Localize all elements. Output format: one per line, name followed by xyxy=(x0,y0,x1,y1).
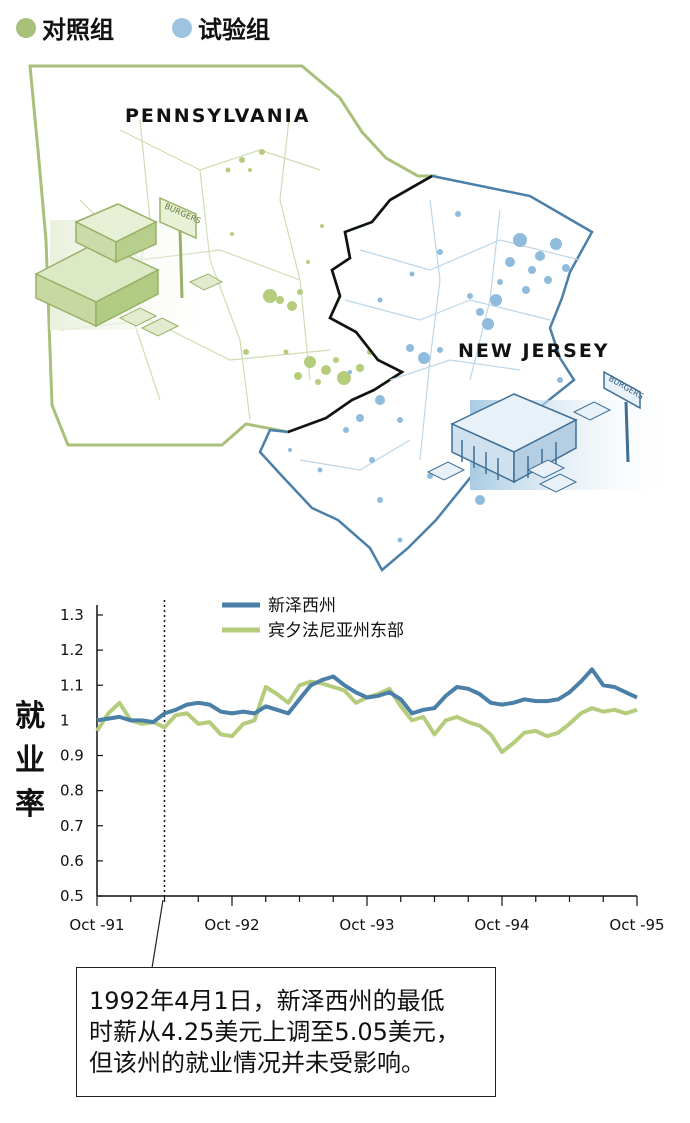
pennsylvania-label: PENNSYLVANIA xyxy=(125,105,310,127)
y-tick-label: 0.7 xyxy=(60,817,84,835)
control-area-dots xyxy=(225,149,373,385)
treatment-area-dots xyxy=(288,211,570,543)
new-jersey-label: NEW JERSEY xyxy=(458,340,610,362)
legend-treatment-label: 试验组 xyxy=(198,16,270,44)
x-tick-label: Oct -91 xyxy=(69,916,124,934)
legend-control-label: 对照组 xyxy=(42,16,114,44)
series-line-new-jersey xyxy=(96,667,638,725)
legend-treatment: 试验组 xyxy=(172,10,270,45)
treatment-restaurant-illustration xyxy=(426,370,680,493)
x-tick-label: Oct -93 xyxy=(339,916,394,934)
employment-line-chart: 新泽西州 宾夕法尼亚州东部 1.3 1.2 1.1 1 0.9 0.8 0.7 0.6 0.5 O… xyxy=(60,596,665,934)
legend-control: 对照组 xyxy=(16,10,114,45)
y-tick-label: 0.6 xyxy=(60,852,84,870)
treatment-dot-icon xyxy=(172,17,192,38)
x-tick-label: Oct -95 xyxy=(609,916,664,934)
pa-nj-map: PENNSYLVANIA NEW JERSEY BURGERS BURGERS xyxy=(28,64,680,572)
state-border xyxy=(287,174,433,434)
y-tick-label: 1.3 xyxy=(60,606,84,624)
callout-line-1: 1992年4月1日，新泽西州的最低 xyxy=(89,987,445,1015)
y-tick-label: 0.8 xyxy=(60,782,84,800)
callout-line-2: 时薪从4.25美元上调至5.05美元， xyxy=(89,1018,460,1046)
y-tick-label: 0.5 xyxy=(60,887,84,905)
map-legend: 对照组 试验组 xyxy=(16,10,270,45)
y-tick-label: 0.9 xyxy=(60,747,84,765)
callout-box: 1992年4月1日，新泽西州的最低 时薪从4.25美元上调至5.05美元， 但该… xyxy=(76,967,496,1097)
legend-nj-label: 新泽西州 xyxy=(268,596,336,616)
y-tick-label: 1.1 xyxy=(60,676,84,694)
y-axis-label: 就业率 xyxy=(15,699,45,822)
y-tick-label: 1 xyxy=(60,711,70,729)
control-dot-icon xyxy=(16,17,36,38)
chart-legend: 新泽西州 宾夕法尼亚州东部 xyxy=(222,596,404,641)
control-restaurant-illustration xyxy=(34,196,230,337)
x-tick-label: Oct -94 xyxy=(474,916,529,934)
legend-pa-label: 宾夕法尼亚州东部 xyxy=(268,621,404,641)
callout-line-3: 但该州的就业情况并未受影响。 xyxy=(89,1049,425,1077)
y-tick-label: 1.2 xyxy=(60,641,84,659)
x-tick-label: Oct -92 xyxy=(204,916,259,934)
